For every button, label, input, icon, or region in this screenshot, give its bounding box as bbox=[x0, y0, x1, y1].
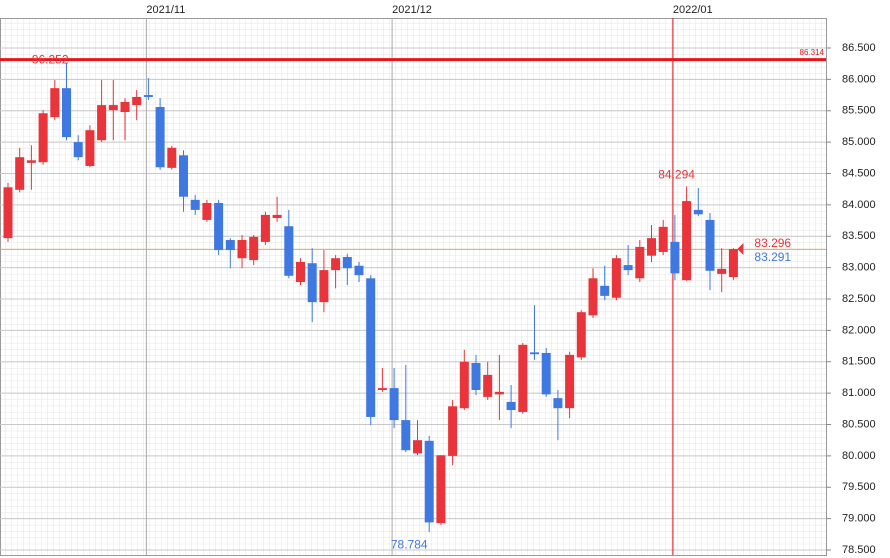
candle-body bbox=[108, 105, 118, 111]
candle-body bbox=[647, 238, 656, 256]
candle-body bbox=[354, 265, 364, 276]
candle-body bbox=[249, 236, 259, 261]
candle-body bbox=[670, 241, 680, 274]
candle-body bbox=[202, 202, 212, 220]
last-close-label: 83.296 bbox=[754, 236, 791, 250]
y-tick-label: 78.500 bbox=[842, 544, 876, 556]
candle-body bbox=[190, 199, 200, 210]
minor-grid bbox=[0, 18, 826, 555]
candle-body bbox=[3, 187, 13, 239]
candle-body bbox=[120, 101, 130, 113]
y-tick-label: 86.500 bbox=[842, 42, 876, 54]
candle-body bbox=[389, 388, 399, 421]
y-tick-label: 79.500 bbox=[842, 481, 876, 493]
y-tick-label: 86.000 bbox=[842, 73, 876, 85]
candle-body bbox=[85, 130, 95, 166]
candle-body bbox=[284, 226, 294, 276]
y-tick-label: 81.000 bbox=[842, 387, 876, 399]
candle-body bbox=[717, 268, 727, 274]
candle-body bbox=[143, 95, 153, 97]
candle-body bbox=[225, 240, 235, 251]
y-tick-label: 83.500 bbox=[842, 230, 876, 242]
candle-body bbox=[635, 246, 645, 279]
candle-body bbox=[155, 106, 165, 168]
y-tick-label: 84.000 bbox=[842, 199, 876, 211]
candle-body bbox=[494, 391, 504, 395]
candle-body bbox=[62, 88, 71, 138]
plot-layer: 78.500 79.000 79.500 80.000 80.500 81.000 81.5… bbox=[0, 4, 876, 556]
candle-body bbox=[237, 240, 247, 259]
candle-body bbox=[483, 374, 493, 397]
candle-body bbox=[342, 256, 352, 269]
candle-body bbox=[366, 278, 376, 417]
candle-body bbox=[565, 354, 575, 409]
candle-body bbox=[611, 258, 621, 298]
y-tick-label: 80.500 bbox=[842, 418, 876, 430]
candle-body bbox=[728, 249, 738, 278]
candle-body bbox=[132, 96, 142, 106]
reference-label: 86.314 bbox=[800, 48, 825, 57]
plot-frame bbox=[0, 18, 827, 556]
candle-body bbox=[307, 263, 317, 303]
candle-body bbox=[541, 352, 551, 395]
candle-body bbox=[331, 258, 341, 271]
candle-body bbox=[518, 344, 528, 412]
y-tick-label: 81.500 bbox=[842, 356, 876, 368]
candle-body bbox=[506, 401, 516, 411]
candle-body bbox=[50, 88, 60, 118]
y-tick-label: 82.500 bbox=[842, 293, 876, 305]
candle-body bbox=[401, 420, 411, 451]
candle-body bbox=[15, 157, 25, 190]
y-tick-label: 84.500 bbox=[842, 167, 876, 179]
max-label: 86.252 bbox=[32, 53, 69, 67]
y-tick-label: 80.000 bbox=[842, 450, 876, 462]
candle-body bbox=[260, 214, 270, 242]
candle-body bbox=[167, 147, 177, 168]
min-label: 78.784 bbox=[391, 537, 428, 551]
candle-body bbox=[413, 440, 422, 454]
candle-body bbox=[623, 265, 633, 271]
y-tick-label: 85.500 bbox=[842, 105, 876, 117]
candle-body bbox=[97, 105, 107, 141]
candle-body bbox=[600, 285, 610, 296]
candle-body bbox=[448, 406, 458, 456]
candle-body bbox=[682, 201, 692, 281]
candle-body bbox=[272, 214, 282, 219]
candle-body bbox=[436, 455, 446, 524]
y-tick-label: 85.000 bbox=[842, 136, 876, 148]
candle-body bbox=[553, 398, 563, 409]
candle-body bbox=[693, 209, 703, 215]
candle-body bbox=[588, 278, 598, 316]
candle-body bbox=[530, 352, 539, 355]
candle-body bbox=[377, 388, 387, 390]
candle-body bbox=[26, 160, 36, 163]
candle-body bbox=[471, 363, 481, 390]
candle-body bbox=[658, 226, 668, 252]
candle-body bbox=[576, 312, 586, 358]
candle-body bbox=[705, 219, 715, 271]
y-tick-label: 79.000 bbox=[842, 513, 876, 525]
x-tick-label: 2022/01 bbox=[673, 4, 713, 16]
recent-high-label: 84.294 bbox=[658, 168, 695, 182]
x-tick-label: 2021/11 bbox=[146, 4, 185, 16]
candle-body bbox=[38, 113, 48, 163]
candle-body bbox=[296, 261, 305, 283]
price-marker bbox=[737, 243, 744, 256]
candle-body bbox=[73, 142, 83, 158]
bid-label: 83.291 bbox=[754, 250, 791, 264]
candle-body bbox=[459, 361, 469, 409]
candle-body bbox=[179, 155, 188, 197]
candle-body bbox=[319, 270, 329, 303]
candle-body bbox=[214, 202, 224, 251]
y-tick-label: 83.000 bbox=[842, 262, 876, 274]
x-tick-label: 2021/12 bbox=[392, 4, 432, 16]
candle-body bbox=[424, 440, 434, 523]
y-tick-label: 82.000 bbox=[842, 324, 876, 336]
